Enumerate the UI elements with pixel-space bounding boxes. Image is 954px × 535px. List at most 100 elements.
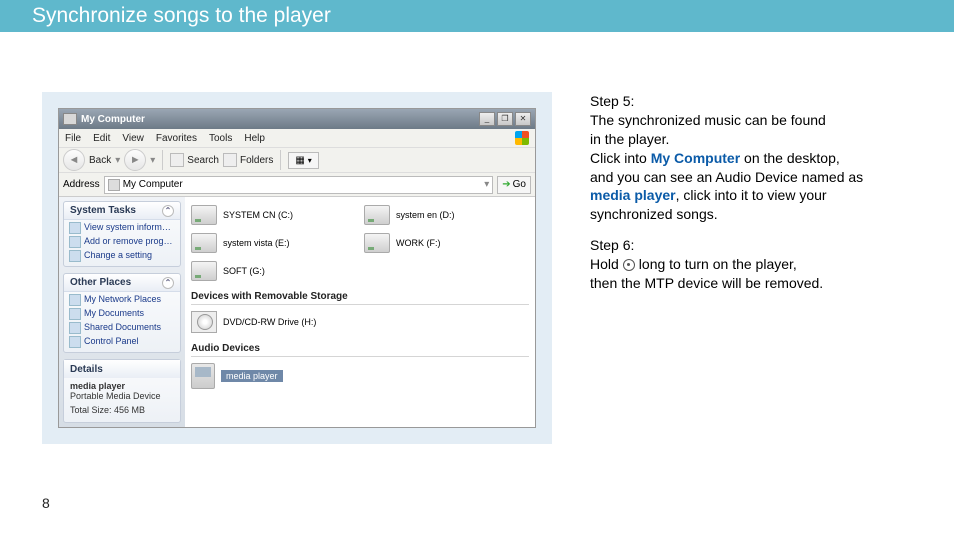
document-page: Synchronize songs to the player My Compu… — [0, 0, 954, 535]
step5-line3: Click into My Computer on the desktop, — [590, 149, 900, 168]
menu-bar: File Edit View Favorites Tools Help — [59, 129, 535, 147]
text: Click into — [590, 150, 651, 166]
menu-file[interactable]: File — [65, 133, 81, 144]
menu-edit[interactable]: Edit — [93, 133, 110, 144]
text: Hold — [590, 256, 619, 272]
back-dropdown-icon[interactable]: ▾ — [115, 155, 120, 166]
explorer-window: My Computer _ ❐ ✕ File Edit View Favorit… — [58, 108, 536, 428]
audio-header: Audio Devices — [191, 343, 529, 357]
details-body: media player Portable Media Device Total… — [64, 378, 180, 418]
drive-label: system en (D:) — [396, 210, 455, 220]
menu-view[interactable]: View — [122, 133, 144, 144]
panel-header[interactable]: System Tasks ⌃ — [64, 202, 180, 220]
sidebar: System Tasks ⌃ View system information Ad… — [59, 197, 185, 427]
content-row: My Computer _ ❐ ✕ File Edit View Favorit… — [0, 32, 954, 444]
audio-device-label: media player — [221, 370, 283, 382]
instructions: Step 5: The synchronized music can be fo… — [590, 92, 900, 444]
drive-label: WORK (F:) — [396, 238, 441, 248]
address-label: Address — [63, 179, 100, 190]
close-button[interactable]: ✕ — [515, 112, 531, 126]
menu-tools[interactable]: Tools — [209, 133, 232, 144]
drive-e[interactable]: system vista (E:) — [191, 233, 356, 253]
window-buttons: _ ❐ ✕ — [479, 112, 531, 126]
sidebar-item-addremove[interactable]: Add or remove programs — [64, 234, 180, 248]
drive-f[interactable]: WORK (F:) — [364, 233, 529, 253]
folders-icon — [223, 153, 237, 167]
step6-line1: Hold long to turn on the player, — [590, 255, 900, 274]
go-button[interactable]: ➔ Go — [497, 176, 531, 194]
window-titlebar: My Computer _ ❐ ✕ — [59, 109, 535, 129]
details-name: media player — [70, 381, 174, 391]
dropdown-icon[interactable]: ▾ — [484, 179, 489, 190]
page-title: Synchronize songs to the player — [32, 4, 331, 28]
address-value: My Computer — [123, 179, 183, 190]
folders-label: Folders — [240, 155, 273, 166]
system-tasks-label: System Tasks — [70, 205, 136, 216]
forward-button[interactable]: ► — [124, 149, 146, 171]
page-number: 8 — [42, 495, 50, 511]
maximize-button[interactable]: ❐ — [497, 112, 513, 126]
computer-icon — [108, 179, 120, 191]
step5-line4: and you can see an Audio Device named as — [590, 168, 900, 187]
menu-favorites[interactable]: Favorites — [156, 133, 197, 144]
page-title-bar: Synchronize songs to the player — [0, 0, 954, 32]
text: on the desktop, — [740, 150, 840, 166]
back-button[interactable]: ◄ — [63, 149, 85, 171]
menu-help[interactable]: Help — [244, 133, 265, 144]
main-pane: SYSTEM CN (C:) system en (D:) system vis… — [185, 197, 535, 427]
go-label: Go — [513, 179, 526, 190]
power-button-icon — [623, 259, 635, 271]
drive-c[interactable]: SYSTEM CN (C:) — [191, 205, 356, 225]
audio-device[interactable]: media player — [191, 363, 529, 389]
keyword-my-computer: My Computer — [651, 150, 740, 166]
back-label: Back — [89, 155, 111, 166]
drive-g[interactable]: SOFT (G:) — [191, 261, 356, 281]
step-5: Step 5: The synchronized music can be fo… — [590, 92, 900, 224]
separator — [280, 150, 281, 170]
panel-header[interactable]: Other Places ⌃ — [64, 274, 180, 292]
drive-icon — [191, 205, 217, 225]
sidebar-item-shared[interactable]: Shared Documents — [64, 320, 180, 334]
text: , click into it to view your — [676, 187, 827, 203]
details-type: Portable Media Device — [70, 391, 174, 401]
details-panel: Details media player Portable Media Devi… — [63, 359, 181, 423]
sidebar-item-network[interactable]: My Network Places — [64, 292, 180, 306]
sidebar-item-sysinfo[interactable]: View system information — [64, 220, 180, 234]
other-places-label: Other Places — [70, 277, 131, 288]
panel-header: Details — [64, 360, 180, 378]
drive-label: SYSTEM CN (C:) — [223, 210, 293, 220]
search-button[interactable]: Search — [170, 153, 219, 167]
view-button[interactable]: ▦ ▾ — [288, 152, 318, 169]
folders-button[interactable]: Folders — [223, 153, 273, 167]
search-label: Search — [187, 155, 219, 166]
address-bar: Address My Computer ▾ ➔ Go — [59, 173, 535, 197]
cd-label: DVD/CD-RW Drive (H:) — [223, 317, 316, 327]
collapse-icon: ⌃ — [162, 205, 174, 217]
drive-d[interactable]: system en (D:) — [364, 205, 529, 225]
step5-line2: in the player. — [590, 130, 900, 149]
minimize-button[interactable]: _ — [479, 112, 495, 126]
step5-line6: synchronized songs. — [590, 205, 900, 224]
step6-line2: then the MTP device will be removed. — [590, 274, 900, 293]
drive-icon — [364, 205, 390, 225]
sidebar-item-controlpanel[interactable]: Control Panel — [64, 334, 180, 348]
forward-dropdown-icon[interactable]: ▾ — [150, 155, 155, 166]
drive-icon — [364, 233, 390, 253]
text: long to turn on the player, — [639, 256, 797, 272]
sidebar-item-changesetting[interactable]: Change a setting — [64, 248, 180, 262]
drives-grid: SYSTEM CN (C:) system en (D:) system vis… — [191, 205, 529, 281]
cd-drive[interactable]: DVD/CD-RW Drive (H:) — [191, 311, 529, 333]
media-player-icon — [191, 363, 215, 389]
window-title: My Computer — [81, 114, 479, 125]
step-6: Step 6: Holdlong to turn on the player, … — [590, 236, 900, 293]
separator — [162, 150, 163, 170]
step5-line1: The synchronized music can be found — [590, 111, 900, 130]
computer-icon — [63, 113, 77, 125]
keyword-media-player: media player — [590, 187, 676, 203]
collapse-icon: ⌃ — [162, 277, 174, 289]
search-icon — [170, 153, 184, 167]
sidebar-item-mydocs[interactable]: My Documents — [64, 306, 180, 320]
drive-icon — [191, 261, 217, 281]
removable-header: Devices with Removable Storage — [191, 291, 529, 305]
address-input[interactable]: My Computer ▾ — [104, 176, 494, 194]
